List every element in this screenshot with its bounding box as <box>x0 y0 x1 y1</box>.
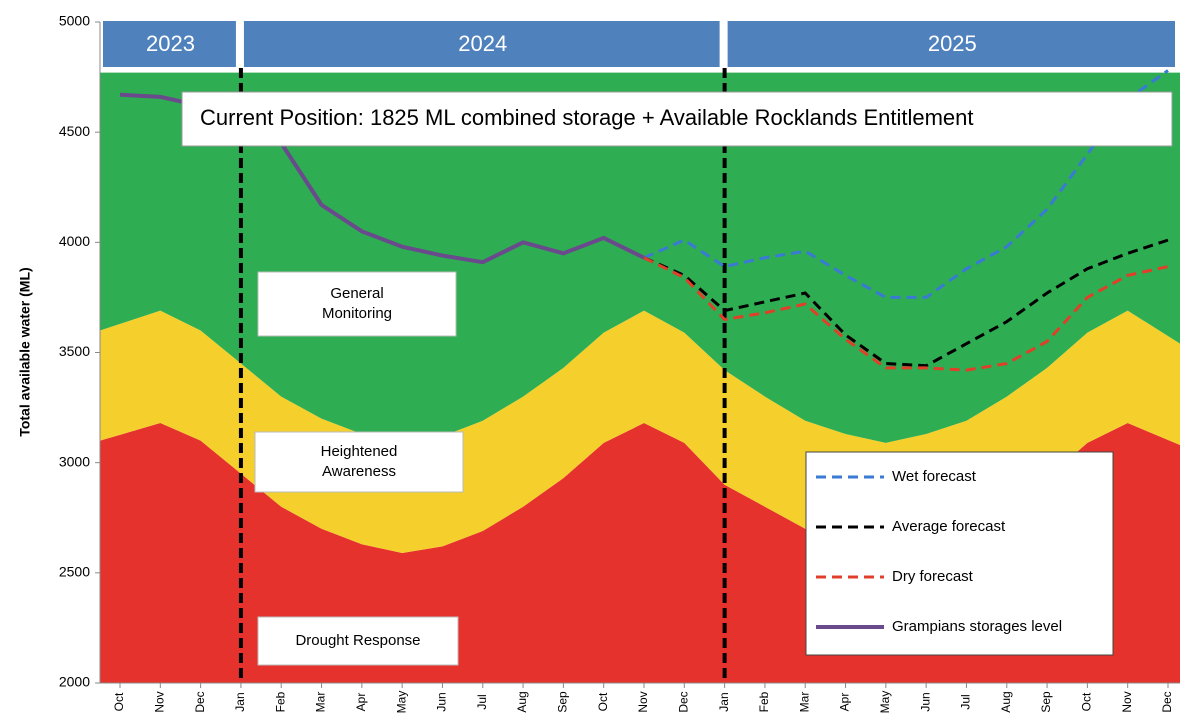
year-label: 2025 <box>928 31 977 56</box>
x-tick-label: Sep <box>556 691 570 713</box>
y-tick-label: 2500 <box>59 564 90 580</box>
legend-box <box>805 451 1114 656</box>
annotation: Current Position: 1825 ML combined stora… <box>200 105 974 130</box>
x-tick-label: Jul <box>959 694 973 709</box>
series-line <box>643 238 1169 368</box>
zone-label-box <box>254 431 464 493</box>
x-tick-label: Feb <box>757 691 771 712</box>
zone-label: General Monitoring <box>322 285 392 322</box>
x-tick-label: Sep <box>1039 691 1053 713</box>
x-tick-label: Oct <box>1080 692 1094 711</box>
x-tick-label: Jul <box>475 694 489 709</box>
x-tick-label: Aug <box>999 691 1013 712</box>
x-tick-label: Jan <box>233 692 247 711</box>
series-line <box>643 256 1169 372</box>
y-tick-label: 2000 <box>59 674 90 690</box>
legend-label: Average forecast <box>892 518 1006 535</box>
zone-label-box <box>257 271 457 337</box>
legend-label: Grampians storages level <box>892 618 1062 635</box>
x-tick-label: Aug <box>515 691 529 712</box>
x-tick-label: Jun <box>918 692 932 711</box>
x-tick-label: Nov <box>1120 691 1134 712</box>
y-axis-label: Total available water (ML) <box>17 267 33 436</box>
x-tick-label: Oct <box>112 692 126 711</box>
year-banner <box>241 19 722 69</box>
annotation-box <box>181 91 1173 147</box>
x-tick-label: Apr <box>354 693 368 712</box>
legend-label: Dry forecast <box>892 568 974 585</box>
x-tick-label: Dec <box>1160 691 1174 712</box>
x-tick-label: Feb <box>273 691 287 712</box>
x-tick-label: Nov <box>636 691 650 712</box>
zone-label: Heightened Awareness <box>321 443 398 480</box>
x-tick-label: Apr <box>838 693 852 712</box>
y-tick-label: 4500 <box>59 123 90 139</box>
zone-label: Drought Response <box>295 632 420 649</box>
year-banner <box>725 19 1177 69</box>
legend-label: Wet forecast <box>892 468 977 485</box>
x-tick-label: Nov <box>152 691 166 712</box>
x-tick-label: Mar <box>314 692 328 713</box>
y-tick-label: 3000 <box>59 453 90 469</box>
year-label: 2023 <box>146 31 195 56</box>
x-tick-label: Mar <box>797 692 811 713</box>
zone-label-box <box>257 616 459 666</box>
year-banner <box>101 19 238 69</box>
x-tick-label: May <box>878 691 892 714</box>
x-tick-label: Dec <box>676 691 690 712</box>
x-tick-label: Dec <box>193 691 207 712</box>
x-tick-label: Jun <box>435 692 449 711</box>
x-tick-label: Oct <box>596 692 610 711</box>
x-tick-label: Jan <box>717 692 731 711</box>
year-label: 2024 <box>458 31 507 56</box>
series-line <box>643 69 1169 299</box>
x-tick-label: May <box>394 691 408 714</box>
y-tick-label: 5000 <box>59 13 90 29</box>
y-tick-label: 4000 <box>59 233 90 249</box>
y-tick-label: 3500 <box>59 343 90 359</box>
